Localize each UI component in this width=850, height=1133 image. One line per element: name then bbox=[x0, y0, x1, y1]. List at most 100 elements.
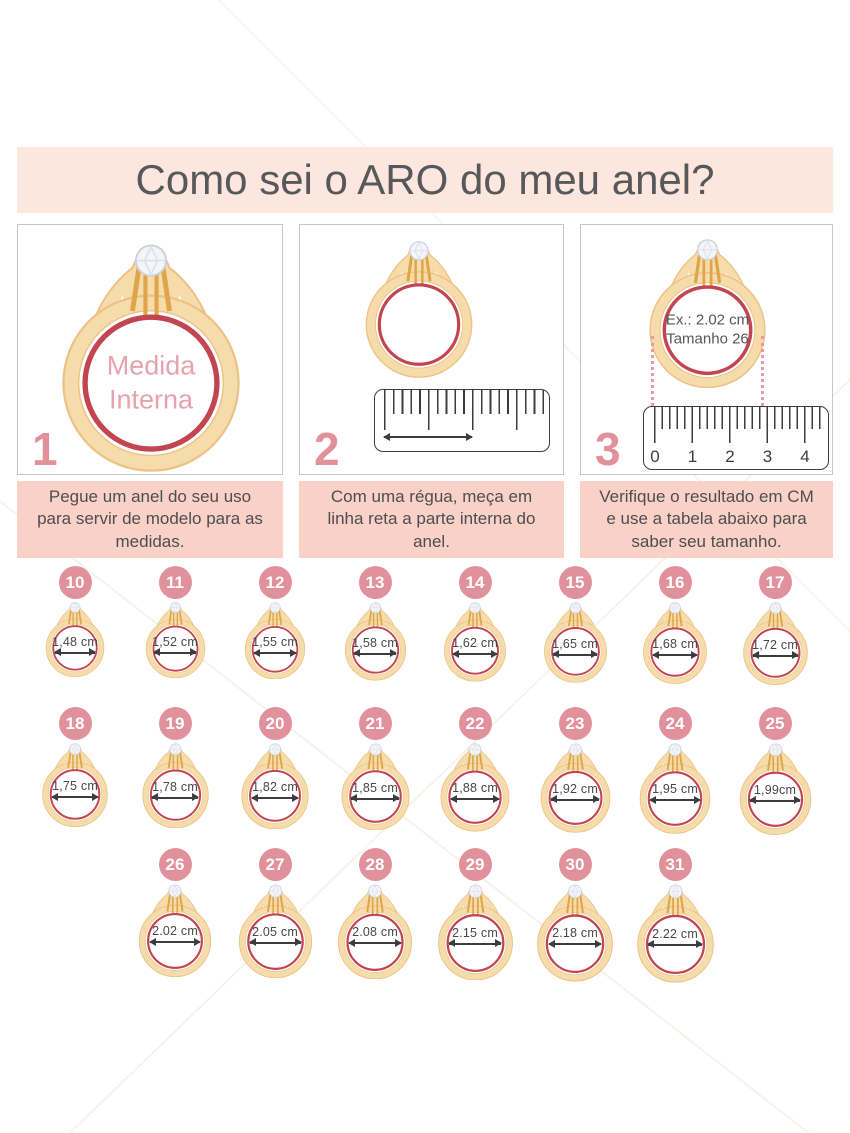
mini-ring: 1,65 cm bbox=[539, 601, 612, 683]
size-badge-number: 12 bbox=[265, 572, 285, 592]
measure-arrow-icon bbox=[150, 793, 200, 802]
size-badge: 23 bbox=[558, 707, 592, 740]
measurement-label: 2.02 cm bbox=[152, 924, 198, 939]
size-badge-number: 15 bbox=[565, 572, 585, 592]
measurement: 1,95 cm bbox=[634, 782, 716, 804]
measure-arrow-icon bbox=[649, 795, 701, 804]
size-badge: 25 bbox=[758, 707, 792, 740]
size-badge-number: 23 bbox=[565, 713, 585, 733]
mini-ring: 1,78 cm bbox=[137, 742, 214, 828]
measurement-label: 1,68 cm bbox=[652, 637, 698, 652]
measurement-label: 1,92 cm bbox=[552, 781, 598, 796]
mini-ring: 2.02 cm bbox=[133, 883, 217, 977]
size-badge: 31 bbox=[658, 848, 692, 881]
caption-step-2: Com uma régua, meça em linha reta a part… bbox=[299, 481, 564, 558]
step-number-2: 2 bbox=[314, 423, 340, 475]
size-badge-number: 24 bbox=[665, 713, 685, 733]
measurement: 1,72 cm bbox=[738, 638, 813, 660]
ring-label-line1: Medida bbox=[106, 350, 196, 381]
ring-icon bbox=[357, 239, 481, 378]
measurement-label: 1,62 cm bbox=[452, 636, 498, 651]
page-title: Como sei o ARO do meu anel? bbox=[135, 156, 715, 203]
mini-ring: 1,92 cm bbox=[535, 742, 616, 833]
mini-ring: 1,72 cm bbox=[738, 601, 813, 685]
ruler-numbered: 0 1 2 3 4 bbox=[643, 406, 829, 470]
size-badge: 24 bbox=[658, 707, 692, 740]
ring-example-label: Ex.: 2.02 cm Tamanho 26 bbox=[640, 310, 775, 349]
mini-ring: 2.22 cm bbox=[631, 883, 720, 983]
mini-ring: 1,62 cm bbox=[439, 601, 511, 682]
mini-ring: 1,52 cm bbox=[141, 601, 210, 678]
measurement: 1,99cm bbox=[734, 783, 817, 805]
measurement: 1,85 cm bbox=[336, 781, 415, 803]
ring-size-cell: 27 2.05 cm bbox=[225, 848, 325, 978]
measure-arrow-icon bbox=[253, 648, 297, 657]
dotted-guide-right bbox=[761, 336, 764, 406]
size-badge: 20 bbox=[258, 707, 292, 740]
example-size: Tamanho 26 bbox=[666, 330, 749, 348]
measurement-label: 1,52 cm bbox=[152, 634, 198, 649]
ring-size-cell: 16 1,68 cm bbox=[625, 566, 725, 684]
mini-ring: 1,68 cm bbox=[638, 601, 712, 684]
size-row: 26 2.02 cm 27 2.05 cm 28 2.08 cm bbox=[0, 848, 850, 989]
measure-arrow-icon bbox=[547, 939, 603, 948]
step-number-1: 1 bbox=[32, 423, 58, 475]
size-badge-number: 29 bbox=[465, 854, 485, 874]
ring-size-cell: 21 1,85 cm bbox=[325, 707, 425, 830]
mini-ring: 1,48 cm bbox=[41, 601, 109, 677]
measurement-label: 1,55 cm bbox=[252, 635, 298, 650]
ring-size-cell: 20 1,82 cm bbox=[225, 707, 325, 829]
measurement: 1,62 cm bbox=[439, 636, 511, 658]
step-box-1: Medida Interna 1 bbox=[17, 224, 283, 475]
size-badge-number: 31 bbox=[665, 854, 685, 874]
caption-step-3: Verifique o resultado em CM e use a tabe… bbox=[580, 481, 833, 558]
ruler-ticks bbox=[654, 407, 824, 443]
measurement: 1,75 cm bbox=[37, 779, 113, 801]
measurement-label: 2.15 cm bbox=[452, 925, 498, 940]
ruler-ticks bbox=[384, 390, 545, 430]
measure-arrow-icon bbox=[383, 432, 473, 441]
size-badge-number: 11 bbox=[166, 572, 184, 592]
measurement-label: 1,75 cm bbox=[52, 779, 98, 794]
measurement: 1,82 cm bbox=[236, 780, 314, 802]
measurement: 2.02 cm bbox=[133, 924, 217, 946]
measurement: 1,65 cm bbox=[539, 637, 612, 659]
ruler-number: 3 bbox=[762, 447, 773, 466]
measure-arrow-icon bbox=[647, 940, 704, 949]
measurement: 1,58 cm bbox=[340, 636, 411, 658]
mini-ring: 2.15 cm bbox=[432, 883, 519, 980]
measurement: 1,55 cm bbox=[240, 635, 310, 657]
measure-arrow-icon bbox=[450, 794, 500, 803]
ruler-number: 4 bbox=[800, 447, 810, 466]
title-banner: Como sei o ARO do meu anel? bbox=[17, 147, 833, 213]
ruler-number: 1 bbox=[687, 447, 698, 466]
measure-arrow-icon bbox=[447, 939, 503, 948]
measure-arrow-icon bbox=[148, 937, 202, 946]
ring-size-cell: 29 2.15 cm bbox=[425, 848, 525, 980]
size-badge-number: 13 bbox=[365, 572, 385, 592]
mini-ring: 1,75 cm bbox=[37, 742, 113, 827]
size-badge: 16 bbox=[658, 566, 692, 599]
ring-size-cell: 25 1,99cm bbox=[725, 707, 825, 835]
caption-text-3: Verifique o resultado em CM e use a tabe… bbox=[599, 486, 814, 551]
measurement: 2.15 cm bbox=[432, 925, 519, 948]
ruler-number: 2 bbox=[725, 447, 735, 466]
ring-size-cell: 26 2.02 cm bbox=[125, 848, 225, 977]
size-badge: 10 bbox=[58, 566, 92, 599]
measurement-label: 2.22 cm bbox=[652, 926, 698, 941]
size-badge: 13 bbox=[358, 566, 392, 599]
size-badge: 26 bbox=[158, 848, 192, 881]
size-badge-number: 28 bbox=[365, 854, 385, 874]
size-badge-number: 18 bbox=[65, 713, 85, 733]
mini-ring: 1,88 cm bbox=[435, 742, 515, 832]
caption-text-2: Com uma régua, meça em linha reta a part… bbox=[327, 486, 536, 551]
ring-size-cell: 30 2.18 cm bbox=[525, 848, 625, 982]
ring-size-cell: 24 1,95 cm bbox=[625, 707, 725, 834]
size-badge: 14 bbox=[458, 566, 492, 599]
measurement: 2.22 cm bbox=[631, 926, 720, 949]
size-grid: 10 1,48 cm 11 1,52 cm 12 1,55 cm bbox=[0, 566, 850, 989]
step-box-3: Ex.: 2.02 cm Tamanho 26 0 1 2 3 4 3 bbox=[580, 224, 833, 475]
measurement: 2.05 cm bbox=[233, 925, 318, 947]
ring-size-cell: 11 1,52 cm bbox=[125, 566, 225, 678]
